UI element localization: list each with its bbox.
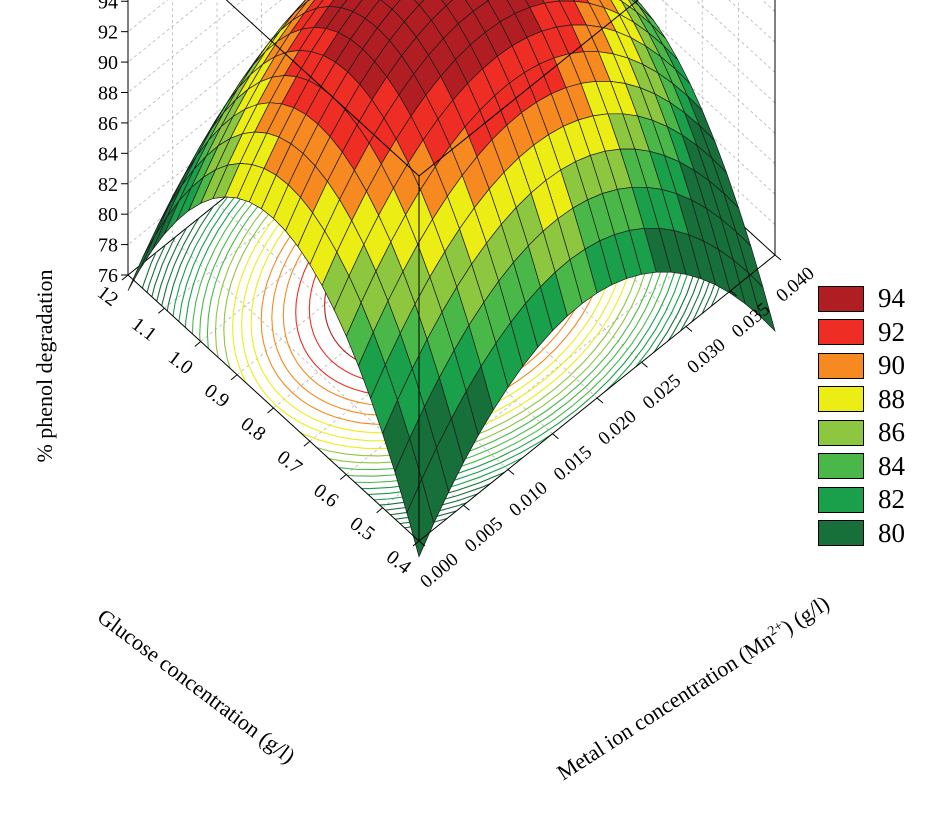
tick-mark	[552, 433, 559, 440]
legend-item: 90	[818, 349, 905, 383]
tick-label: 0.010	[505, 478, 551, 522]
legend-label: 88	[878, 383, 905, 414]
tick-label: 80	[98, 204, 118, 226]
legend-swatch	[818, 386, 864, 413]
tick-label: 0.9	[200, 380, 233, 413]
tick-mark	[418, 540, 426, 547]
tick-label: 0.005	[461, 513, 507, 557]
tick-label: 84	[98, 143, 118, 165]
grid-line	[127, 0, 776, 124]
tick-mark	[303, 440, 311, 447]
z-axis-title: % phenol degradation	[32, 269, 57, 462]
legend-item: 86	[818, 416, 905, 450]
tick-label: 82	[98, 174, 118, 196]
legend-item: 88	[818, 383, 905, 417]
tick-label: 1.0	[164, 346, 197, 379]
tick-mark	[596, 397, 604, 404]
tick-label: 0.6	[309, 479, 342, 512]
legend-label: 84	[878, 450, 905, 481]
tick-mark	[685, 326, 693, 332]
surface-cell	[413, 0, 425, 6]
tick-mark	[339, 474, 347, 480]
tick-label: 78	[98, 235, 118, 257]
tick-mark	[730, 290, 737, 297]
legend-item: 80	[818, 517, 905, 551]
box-edge	[225, 0, 639, 177]
tick-label: 86	[98, 113, 118, 135]
metal-axis-title-sup: 2+	[765, 619, 786, 640]
tick-mark	[507, 469, 515, 475]
response-surface	[127, 0, 776, 558]
tick-mark	[641, 361, 648, 368]
tick-label: 0.5	[346, 513, 379, 546]
legend-swatch	[818, 319, 864, 346]
legend-label: 82	[878, 484, 905, 515]
legend-label: 86	[878, 417, 905, 448]
surface-cell	[406, 478, 435, 558]
tick-mark	[121, 274, 129, 281]
tick-mark	[267, 407, 274, 414]
legend-label: 90	[878, 350, 905, 381]
tick-label: 0.7	[273, 446, 306, 479]
legend-label: 92	[878, 316, 905, 347]
tick-label: 88	[98, 83, 118, 105]
legend-label: 94	[878, 283, 905, 314]
grid-line	[127, 0, 776, 154]
legend-swatch	[818, 486, 864, 513]
tick-label: 0.030	[683, 335, 729, 379]
z-axis-ticks: 767880828486889092949698100	[98, 0, 129, 287]
tick-label: 0.4	[382, 546, 415, 579]
metal-axis-title-tail: ) (g/l)	[777, 590, 833, 639]
tick-label: 0.025	[639, 370, 685, 414]
tick-label: 0.020	[594, 406, 640, 450]
legend-swatch	[818, 419, 864, 446]
legend-swatch	[818, 352, 864, 379]
legend-item: 92	[818, 316, 905, 350]
tick-label: 94	[98, 0, 118, 13]
tick-label: 90	[98, 52, 118, 74]
legend-swatch	[818, 453, 864, 480]
tick-mark	[158, 307, 165, 314]
tick-label: 76	[98, 265, 118, 287]
tick-label: 0.8	[237, 413, 270, 446]
tick-mark	[412, 540, 420, 547]
legend: 94 92 90 88 86 84 82 80	[818, 282, 905, 550]
legend-label: 80	[878, 517, 905, 548]
legend-item: 84	[818, 450, 905, 484]
metal-axis-title-main: Metal ion concentration (Mn	[552, 626, 778, 785]
surface-cell	[151, 200, 180, 251]
tick-label: 0.000	[416, 549, 462, 593]
tick-mark	[230, 374, 238, 381]
tick-mark	[774, 254, 782, 261]
legend-item: 82	[818, 483, 905, 517]
legend-swatch	[818, 285, 864, 312]
tick-label: 0.040	[772, 263, 818, 307]
glucose-axis-title: Glucose concentration (g/l)	[93, 604, 300, 769]
tick-label: 1.1	[127, 313, 160, 346]
surface-cell	[441, 0, 454, 7]
metal-axis-title: Metal ion concentration (Mn2+) (g/l)	[552, 590, 833, 785]
tick-mark	[194, 341, 202, 347]
tick-mark	[463, 504, 470, 511]
tick-mark	[376, 507, 383, 514]
tick-label: 92	[98, 22, 118, 44]
legend-swatch	[818, 520, 864, 547]
legend-item: 94	[818, 282, 905, 316]
tick-label: 0.015	[550, 442, 596, 486]
